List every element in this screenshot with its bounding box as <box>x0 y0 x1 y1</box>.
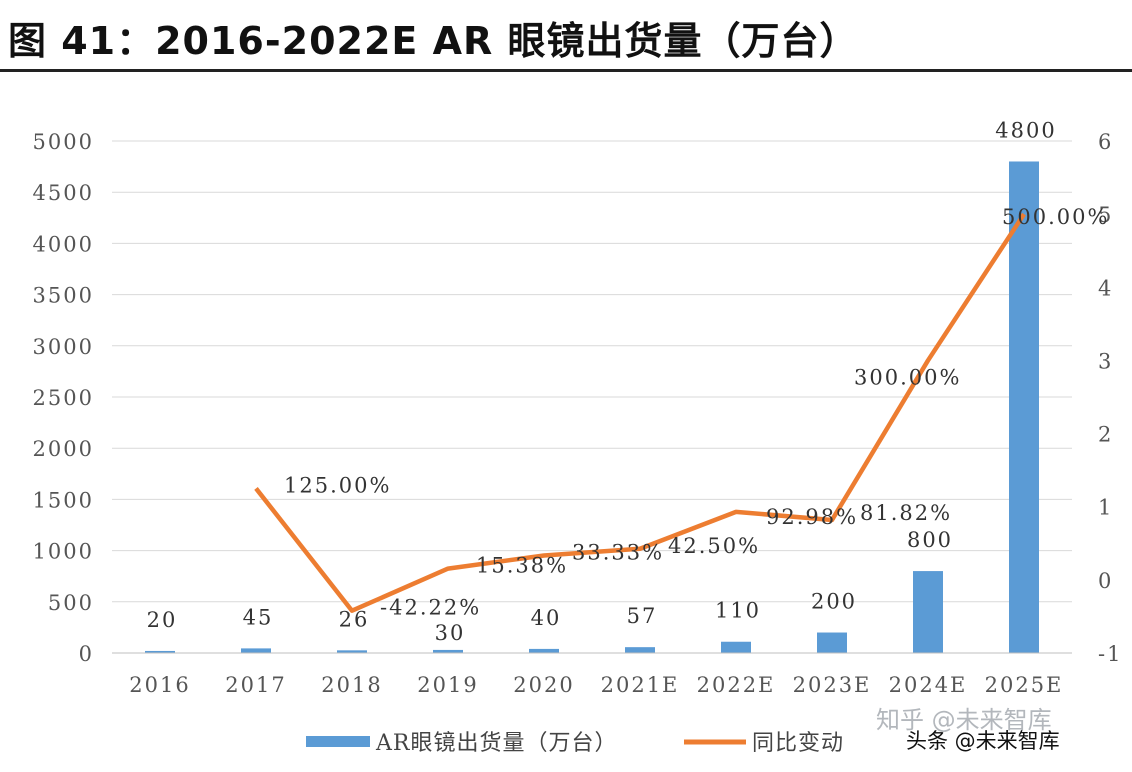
bar <box>433 649 463 653</box>
bar-data-label: 26 <box>339 607 370 631</box>
bar-data-label: 57 <box>627 604 658 628</box>
y-left-tick-label: 3500 <box>33 284 94 308</box>
bar <box>529 648 559 653</box>
y-left-tick-label: 1000 <box>33 540 94 564</box>
gridlines <box>112 140 1072 654</box>
title-bar: 图 41：2016-2022E AR 眼镜出货量（万台） <box>0 0 1132 72</box>
watermark-line1: 知乎 @未来智库 <box>876 706 1052 734</box>
y-axis-right: -1 0 1 2 3 4 5 6 <box>1098 130 1122 666</box>
bar <box>1009 161 1039 654</box>
y-left-tick-label: 4500 <box>33 181 94 205</box>
y-right-tick-label: 1 <box>1098 496 1113 520</box>
x-tick-label: 2024E <box>889 673 968 697</box>
y-right-tick-label: 3 <box>1098 349 1113 373</box>
bar-data-labels: 20 45 26 30 40 57 110 200 800 4800 <box>147 118 1056 645</box>
y-left-tick-label: 3000 <box>33 335 94 359</box>
y-left-tick-label: 2000 <box>33 437 94 461</box>
x-tick-label: 2022E <box>697 673 776 697</box>
line-data-label: 300.00% <box>854 365 961 389</box>
bar-data-label: 800 <box>907 528 953 552</box>
line-data-label: -42.22% <box>380 596 481 620</box>
line-data-labels: 125.00% -42.22% 15.38%33.33% 42.50%92.98% 81… <box>284 205 1109 620</box>
y-axis-left: 0 500 1000 1500 2000 2500 3000 3500 4000 4500 5000 <box>33 130 94 666</box>
line-data-label: 42.50% <box>668 534 760 558</box>
bar-data-label: 20 <box>147 608 178 632</box>
x-tick-label: 2017 <box>225 673 286 697</box>
bar-data-label: 200 <box>811 590 857 614</box>
y-left-tick-label: 0 <box>79 642 94 666</box>
x-tick-label: 2018 <box>321 673 382 697</box>
x-tick-label: 2023E <box>793 673 872 697</box>
bar-data-label: 30 <box>435 621 466 645</box>
y-left-tick-label: 2500 <box>33 386 94 410</box>
y-right-tick-label: 0 <box>1098 569 1113 593</box>
line-data-label: 81.82% <box>860 501 952 525</box>
y-left-tick-label: 5000 <box>33 130 94 154</box>
x-tick-label: 2020 <box>513 673 574 697</box>
bar <box>241 648 271 653</box>
line-series <box>254 212 1026 613</box>
bar <box>145 650 175 653</box>
y-right-tick-label: 6 <box>1098 130 1113 154</box>
legend-bar-label: AR眼镜出货量（万台） <box>375 731 617 756</box>
page-title: 图 41：2016-2022E AR 眼镜出货量（万台） <box>8 19 859 63</box>
bar <box>913 571 943 653</box>
x-tick-label: 2019 <box>417 673 478 697</box>
line-data-label: 125.00% <box>284 473 391 497</box>
line-data-label: 500.00% <box>1002 205 1109 229</box>
bar <box>817 632 847 653</box>
y-left-tick-label: 500 <box>48 591 94 615</box>
y-right-tick-label: -1 <box>1098 642 1122 666</box>
legend-bar-swatch <box>306 736 370 747</box>
x-tick-label: 2025E <box>985 673 1064 697</box>
x-axis: 2016 2017 2018 2019 2020 2021E 2022E 2023E 2024E… <box>112 652 1072 697</box>
line-data-label: 92.98% <box>766 505 858 529</box>
y-left-tick-label: 4000 <box>33 232 94 256</box>
y-right-tick-label: 4 <box>1098 276 1113 300</box>
legend-line-label: 同比变动 <box>752 731 844 756</box>
x-tick-label: 2016 <box>129 673 190 697</box>
bar <box>337 650 367 653</box>
growth-line <box>254 212 1026 613</box>
y-right-tick-label: 2 <box>1098 423 1113 447</box>
line-data-label: 15.38% <box>476 554 568 578</box>
bar-series <box>145 161 1039 654</box>
bar-data-label: 40 <box>531 606 562 630</box>
bar-data-label: 4800 <box>995 118 1056 142</box>
line-data-label: 33.33% <box>572 540 664 564</box>
watermark-line2: 头条 @未来智库 <box>906 729 1060 753</box>
y-right-tick-label: 5 <box>1098 203 1113 227</box>
bar <box>625 647 655 653</box>
y-left-tick-label: 1500 <box>33 488 94 512</box>
x-tick-label: 2021E <box>601 673 680 697</box>
bar-data-label: 110 <box>715 599 761 623</box>
bar <box>721 641 751 653</box>
legend: AR眼镜出货量（万台） 同比变动 <box>306 731 844 756</box>
bar-data-label: 45 <box>243 605 274 629</box>
